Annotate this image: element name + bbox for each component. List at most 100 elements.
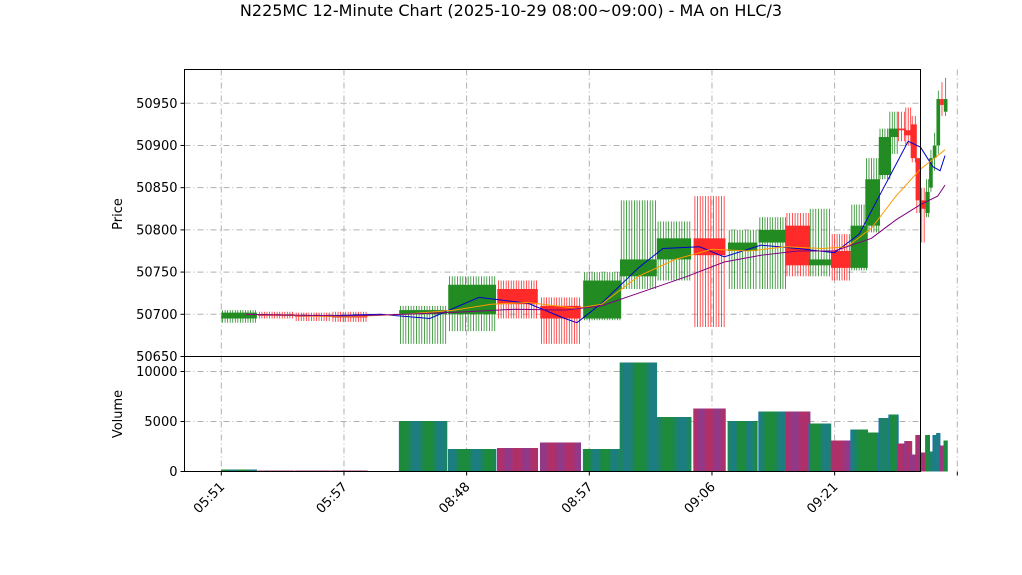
volume-bar (727, 421, 758, 472)
volume-bar (936, 433, 941, 472)
volume-bar (888, 414, 899, 472)
volume-bar (808, 423, 832, 472)
candle-down (897, 111, 906, 142)
price-tick-label: 50650 (136, 350, 177, 365)
volume-plot-frame (184, 356, 921, 472)
volume-bar-fill (619, 362, 657, 472)
candle-body (808, 259, 831, 266)
candle-up (936, 90, 941, 154)
candle-body (693, 238, 726, 256)
candle-body (221, 312, 257, 319)
candle-up (925, 179, 930, 218)
volume-bar (582, 449, 622, 472)
x-tick-label: 08:48 (436, 480, 473, 517)
volume-bar (496, 448, 539, 472)
volume-bar (943, 440, 948, 472)
price-axis-label: Price (111, 198, 126, 230)
moving-average-line (245, 149, 946, 318)
candle-up (878, 128, 892, 180)
x-tick-label: 09:06 (682, 480, 719, 517)
price-tick-label: 50950 (136, 97, 177, 112)
candle-up (929, 149, 933, 192)
candle-up (808, 208, 831, 277)
price-panel: 50650 50700 50750 50800 50850 50900 50950 Pric… (111, 69, 958, 365)
moving-average-line (245, 184, 946, 317)
candle-down (294, 312, 331, 322)
candle-down (915, 158, 921, 213)
candle-up (583, 272, 622, 321)
candle-down (830, 234, 851, 281)
volume-tick-label: 5000 (144, 415, 177, 430)
candle-up (932, 132, 937, 171)
candle-up (656, 221, 692, 281)
candle-up (943, 77, 948, 116)
volume-bar (758, 411, 788, 472)
volume-bar-fill (904, 441, 912, 472)
volume-bar-fill (785, 411, 811, 472)
candle-up (619, 200, 657, 289)
price-grid (184, 69, 958, 357)
price-tick-label: 50850 (136, 181, 177, 196)
candle-body (920, 200, 926, 209)
candle-up (448, 276, 497, 332)
candle-body (888, 128, 899, 138)
volume-tick-label: 0 (169, 465, 177, 480)
candle-down (910, 115, 917, 163)
price-tick-label: 50700 (136, 308, 177, 323)
volume-bar-fill (830, 440, 851, 472)
price-tick-label: 50900 (136, 139, 177, 154)
volume-bar (878, 418, 892, 472)
moving-average-lines (245, 140, 946, 324)
candle-body (925, 191, 930, 213)
x-axis-ticks: 05:51 05:57 08:48 08:57 09:06 09:21 (191, 471, 958, 517)
volume-bar-fill (758, 411, 787, 472)
candle-up (850, 204, 868, 271)
volume-bar (447, 449, 497, 472)
price-tick-label: 50800 (136, 223, 177, 238)
volume-bar-fill (583, 449, 622, 472)
volume-y-ticks: 0 5000 10000 (136, 365, 185, 480)
x-tick-label: 09:21 (804, 480, 841, 517)
volume-bar (539, 442, 582, 472)
volume-bar (830, 440, 851, 472)
candle-down (497, 280, 538, 319)
price-tick-label: 50750 (136, 266, 177, 281)
volume-bar (928, 451, 934, 472)
volume-bar (656, 417, 692, 472)
volume-bar (864, 432, 881, 472)
volume-bar (920, 452, 926, 472)
volume-bar-fill (865, 432, 881, 472)
volume-bar-fill (727, 421, 758, 472)
volume-bar (785, 411, 811, 472)
candle-down (940, 82, 944, 116)
chart-title: N225MC 12-Minute Chart (2025-10-29 08:00… (240, 1, 782, 20)
candle-down (785, 213, 811, 277)
volume-bar-fill (910, 454, 917, 472)
price-candles (221, 77, 948, 344)
volume-bar (939, 445, 945, 472)
volume-tick-label: 10000 (136, 365, 177, 380)
candle-up (865, 158, 881, 233)
candle-up (221, 310, 257, 323)
volume-bar (932, 435, 937, 472)
candle-up (888, 111, 899, 154)
x-tick-label: 08:57 (559, 480, 596, 517)
candle-body (910, 124, 917, 159)
moving-average-line (245, 140, 946, 324)
x-tick-label: 05:51 (191, 480, 228, 517)
volume-bar (915, 435, 921, 472)
volume-bars (221, 362, 948, 472)
volume-bar (398, 421, 448, 472)
volume-panel: 0 5000 10000 Volume (111, 356, 958, 480)
volume-bar (693, 408, 726, 472)
candle-body (830, 250, 851, 268)
candle-up (727, 229, 758, 289)
candle-up (399, 305, 448, 344)
volume-bar (619, 362, 658, 472)
volume-axis-label: Volume (111, 390, 126, 438)
x-tick-label: 05:57 (314, 480, 351, 517)
candle-body (915, 158, 921, 201)
candle-body (399, 310, 448, 315)
candle-down (920, 187, 926, 243)
